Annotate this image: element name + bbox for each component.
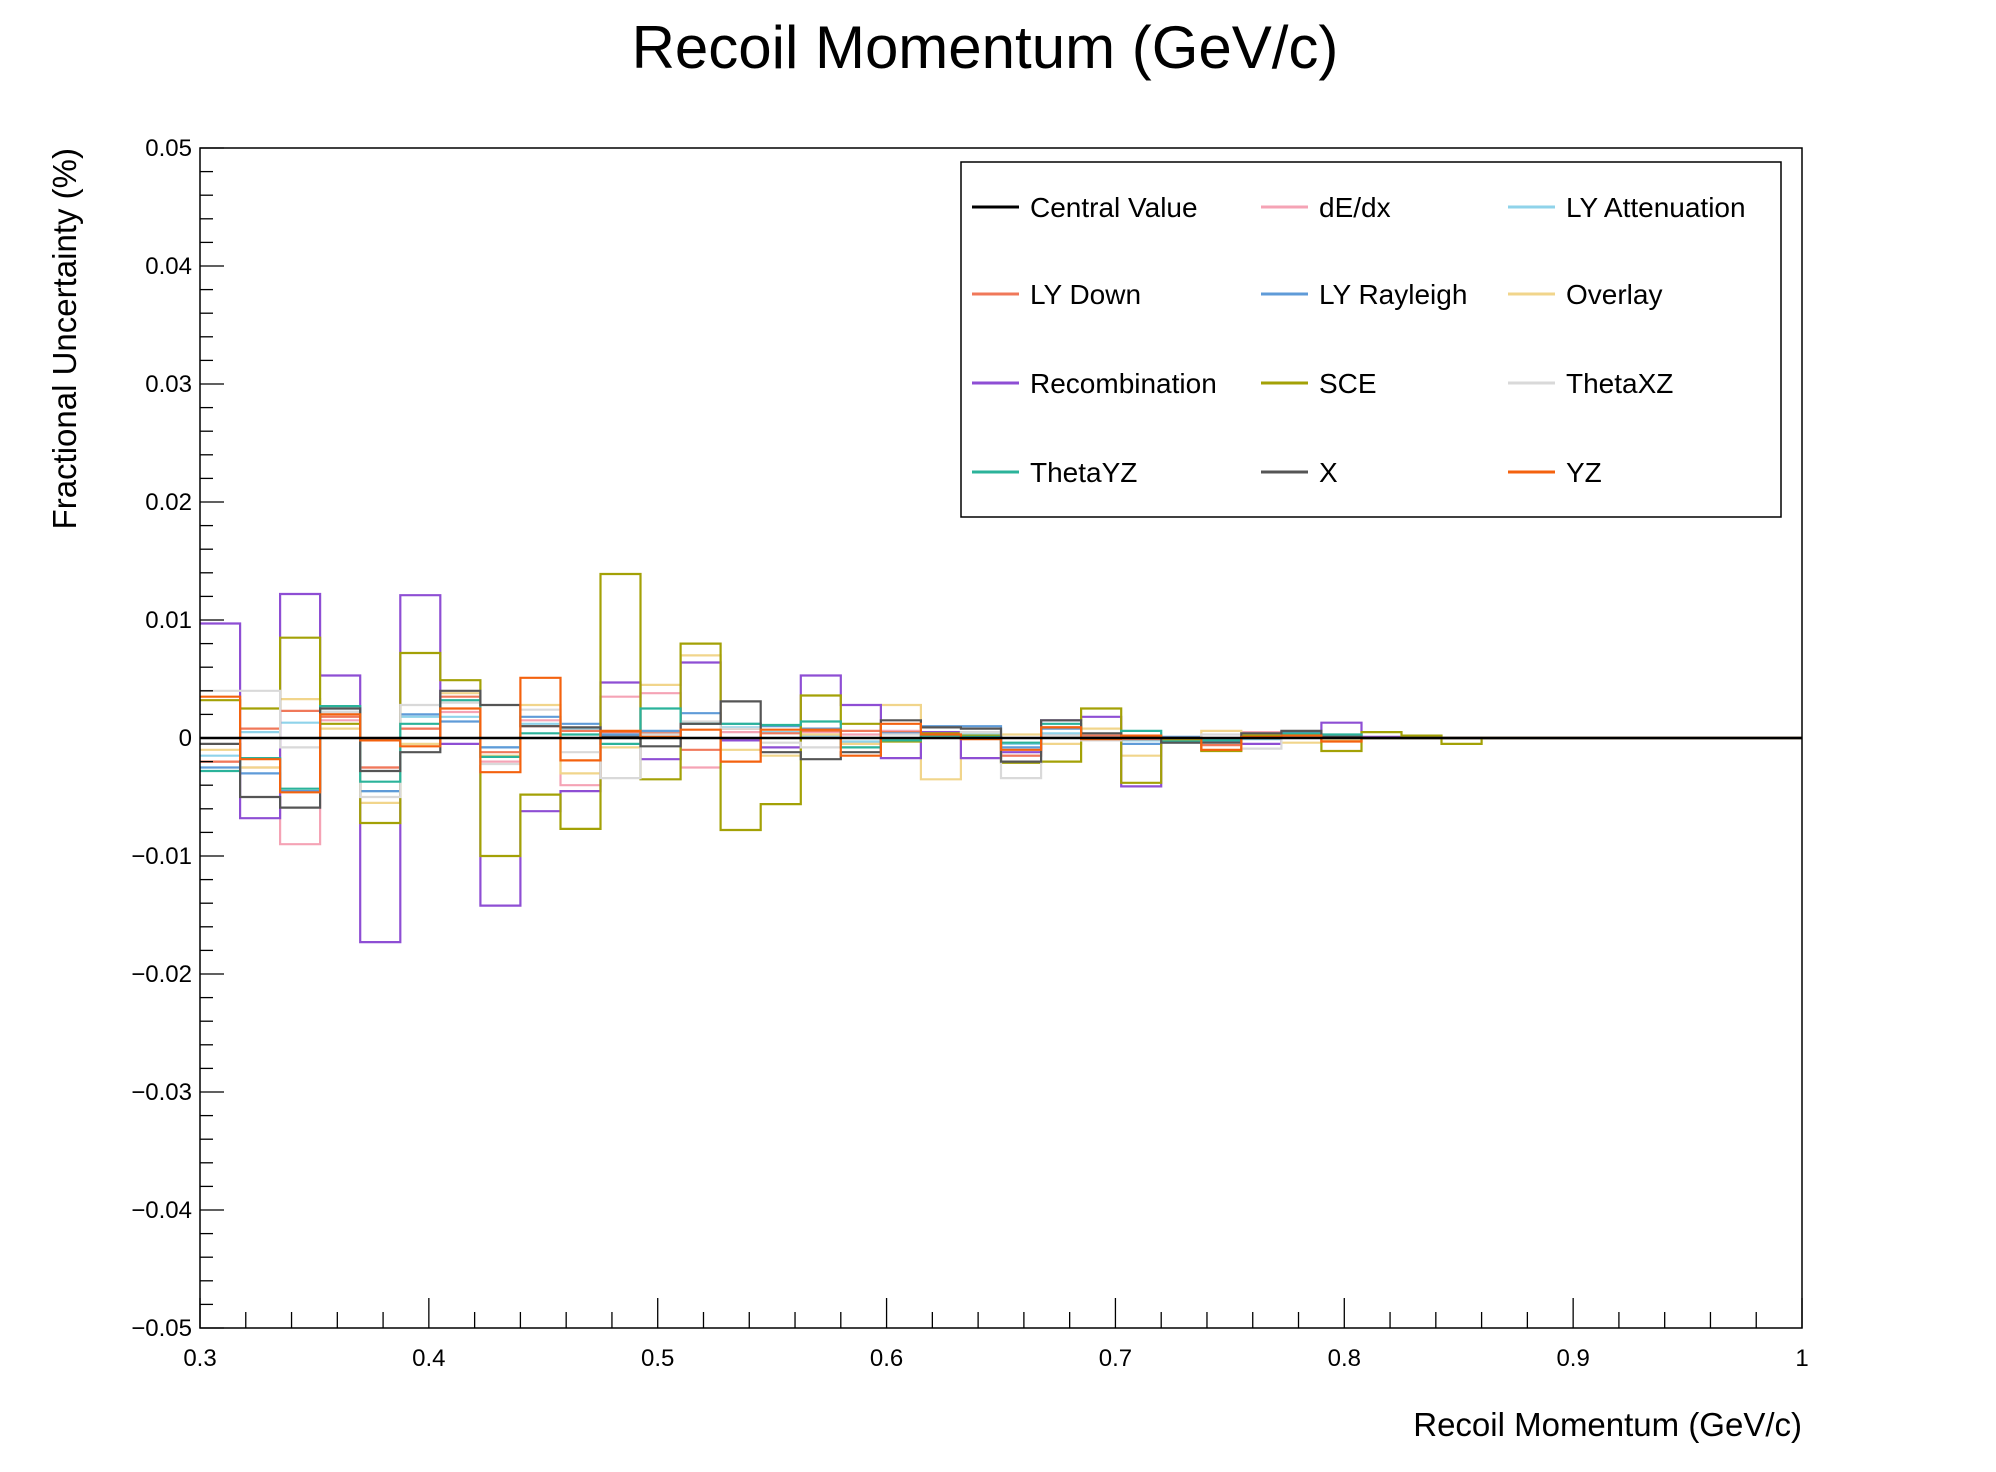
chart-title: Recoil Momentum (GeV/c)	[632, 14, 1339, 81]
axes: 0.3 0.4 0.5 0.6 0.7 0.8 0.9 1 −0.05 −0.04 −0.03 −0.…	[131, 135, 1808, 1372]
legend-label-ly-attenuation: LY Attenuation	[1566, 192, 1746, 223]
legend-label-ly-down: LY Down	[1030, 279, 1141, 310]
y-tick-label: −0.04	[131, 1197, 192, 1224]
y-tick-label: 0.01	[145, 607, 192, 634]
legend-label-ly-rayleigh: LY Rayleigh	[1319, 279, 1467, 310]
legend-label-central-value: Central Value	[1030, 192, 1198, 223]
y-tick-label: 0.03	[145, 371, 192, 398]
y-tick-label: −0.03	[131, 1079, 192, 1106]
y-tick-label: −0.01	[131, 843, 192, 870]
legend-label-overlay: Overlay	[1566, 279, 1662, 310]
plot-area	[200, 572, 1802, 944]
y-tick-label: −0.05	[131, 1315, 192, 1342]
x-tick-label: 0.5	[641, 1345, 674, 1372]
legend-label-sce: SCE	[1319, 368, 1377, 399]
x-tick-label: 0.9	[1556, 1345, 1589, 1372]
x-tick-label: 0.7	[1099, 1345, 1132, 1372]
legend: Central Value dE/dx LY Attenuation LY Down L…	[960, 161, 1782, 518]
y-tick-label: 0.04	[145, 253, 192, 280]
x-tick-label: 0.8	[1328, 1345, 1361, 1372]
x-tick-label: 0.4	[412, 1345, 445, 1372]
legend-label-de-dx: dE/dx	[1319, 192, 1391, 223]
x-tick-label: 0.6	[870, 1345, 903, 1372]
legend-box	[960, 161, 1782, 518]
y-tick-label: 0.05	[145, 135, 192, 162]
y-tick-label: 0	[179, 725, 192, 752]
legend-label-x: X	[1319, 457, 1338, 488]
x-tick-label: 1	[1795, 1345, 1808, 1372]
x-axis-label: Recoil Momentum (GeV/c)	[1413, 1406, 1802, 1443]
x-tick-label: 0.3	[183, 1345, 216, 1372]
y-tick-label: −0.02	[131, 961, 192, 988]
y-tick-label: 0.02	[145, 489, 192, 516]
legend-label-recombination: Recombination	[1030, 368, 1217, 399]
legend-label-yz: YZ	[1566, 457, 1602, 488]
legend-label-thetaxz: ThetaXZ	[1566, 368, 1673, 399]
legend-label-thetayz: ThetaYZ	[1030, 457, 1137, 488]
y-axis-label: Fractional Uncertainty (%)	[46, 148, 83, 529]
